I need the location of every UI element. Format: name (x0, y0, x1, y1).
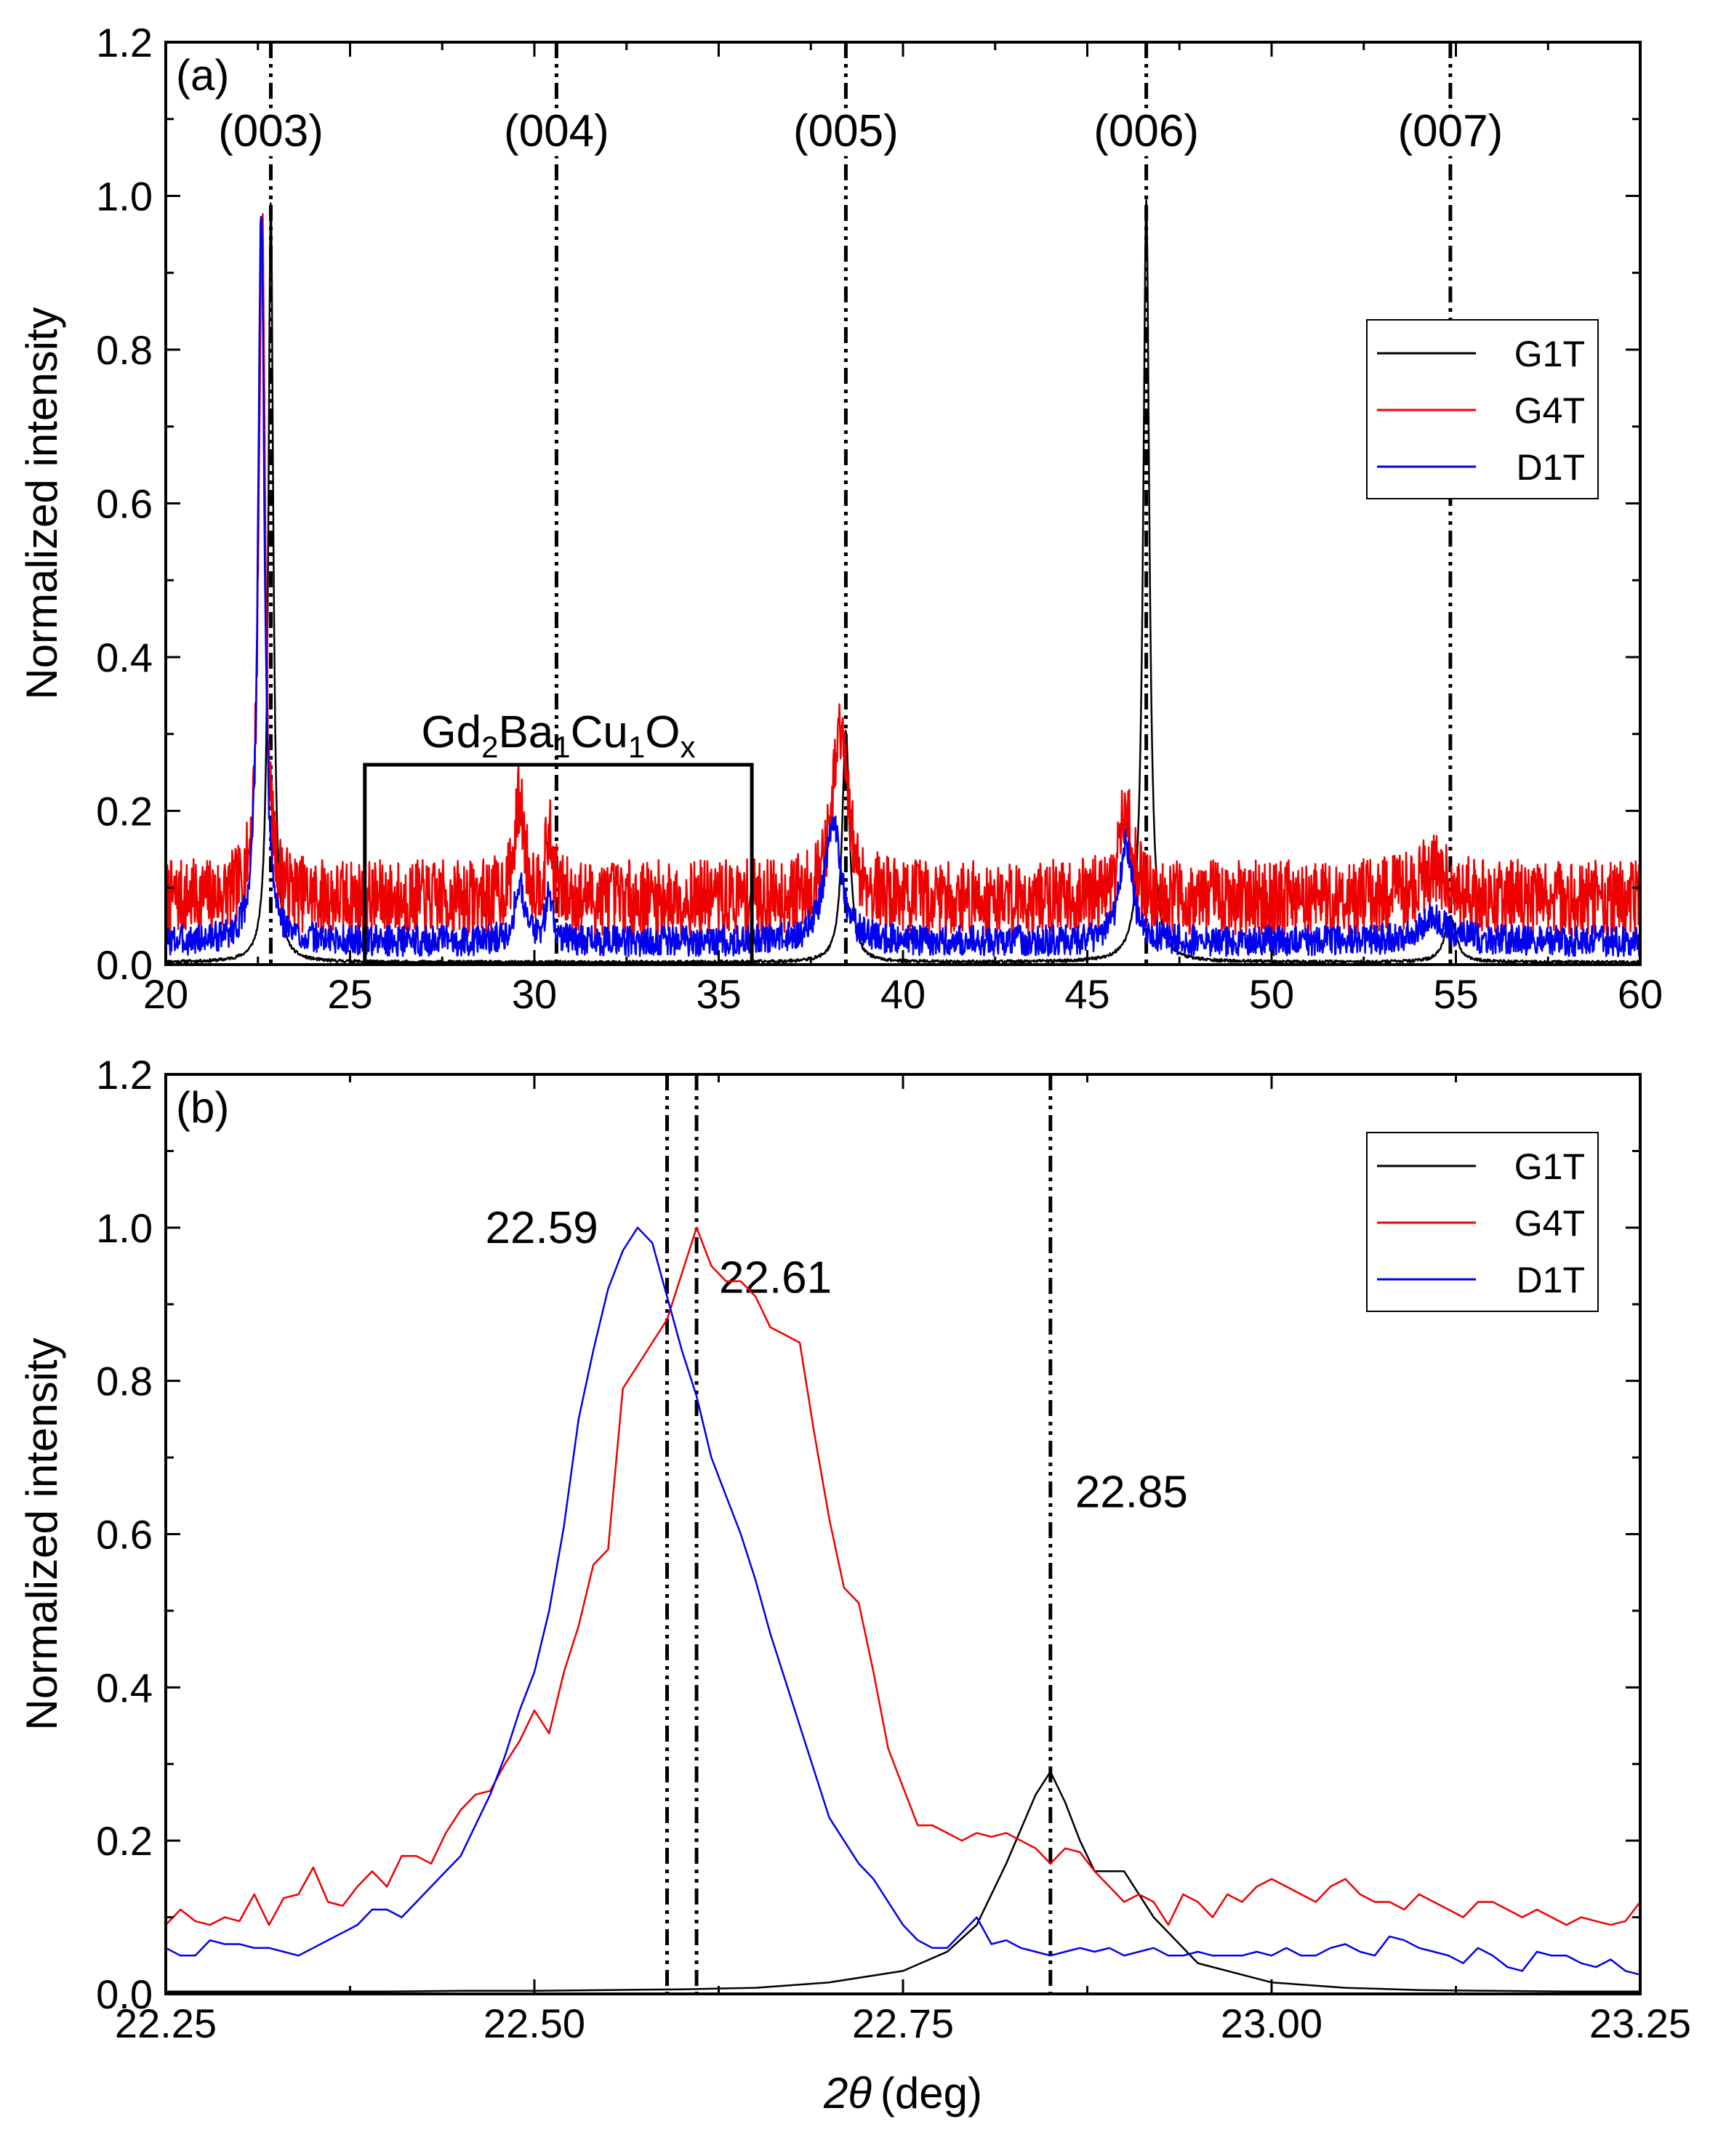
x-tick-label: 35 (696, 971, 741, 1017)
legend-label-g4t: G4T (1514, 390, 1585, 431)
y-tick-label: 0.8 (96, 327, 153, 373)
miller-index-label: (003) (218, 106, 324, 156)
panel-a-chart: (003) (004) (005) (006) (007) Gd2Ba1Cu1Ox 20… (17, 20, 1663, 1017)
x-axis-symbol: 2θ (823, 2069, 872, 2117)
series-line-d1t (165, 1226, 1641, 1976)
peak-position-label: 22.59 (486, 1203, 598, 1253)
y-tick-label: 0.2 (96, 1818, 153, 1864)
panel-a-label: (a) (176, 51, 229, 100)
formula-element: Ba (498, 707, 553, 757)
panel-b-series (165, 1226, 1641, 1993)
formula-subscript: 2 (481, 730, 498, 764)
panel-b-legend: G1T G4T D1T (1366, 1132, 1599, 1312)
impurity-phase-label: Gd2Ba1Cu1Ox (421, 707, 695, 764)
panel-a-y-axis-title: Normalized intensity (17, 307, 66, 699)
y-tick-label: 0.2 (96, 789, 153, 834)
y-tick-label: 1.0 (96, 174, 153, 220)
x-tick-label: 23.25 (1589, 2000, 1691, 2046)
panel-b-y-axis-title: Normalized intensity (17, 1338, 66, 1730)
y-tick-label: 0.8 (96, 1359, 153, 1404)
series-line-d1t (164, 215, 1642, 958)
x-tick-label: 22.25 (115, 2000, 217, 2046)
x-tick-label: 50 (1249, 971, 1294, 1017)
legend-label-g1t: G1T (1514, 334, 1585, 374)
label-backdrop (780, 108, 912, 156)
label-backdrop (491, 108, 622, 156)
y-tick-label: 0.0 (96, 942, 153, 988)
panel-a-legend: G1T G4T D1T (1366, 319, 1599, 499)
miller-index-label: (005) (793, 106, 899, 156)
x-tick-label: 25 (327, 971, 372, 1017)
series-line-g1t (166, 1771, 1640, 1993)
formula-element: Gd (421, 707, 481, 757)
series-line-g4t (165, 1226, 1641, 1926)
x-axis-unit: (deg) (880, 2069, 982, 2117)
x-tick-label: 45 (1064, 971, 1109, 1017)
label-backdrop (1080, 108, 1212, 156)
formula-element: O (645, 707, 680, 757)
x-tick-label: 22.75 (852, 2000, 954, 2046)
series-line-g4t (164, 212, 1642, 938)
miller-index-label: (007) (1398, 106, 1504, 156)
formula-subscript: 1 (553, 730, 570, 764)
miller-index-label: (006) (1093, 106, 1199, 156)
panel-b-x-axis-title: 2θ (deg) (823, 2069, 982, 2117)
peak-position-label: 22.85 (1075, 1468, 1188, 1518)
formula-subscript: x (681, 730, 696, 764)
panel-a-region-box: Gd2Ba1Cu1Ox (363, 707, 754, 965)
y-tick-label: 0.0 (96, 1971, 153, 2017)
x-tick-label: 55 (1433, 971, 1478, 1017)
x-tick-label: 30 (512, 971, 557, 1017)
formula-element: Cu (571, 707, 628, 757)
legend-label-g1t: G1T (1514, 1146, 1585, 1187)
y-tick-label: 1.2 (96, 1052, 153, 1098)
y-tick-label: 0.6 (96, 1512, 153, 1558)
legend-label-d1t: D1T (1517, 1260, 1585, 1300)
label-backdrop (1384, 108, 1516, 156)
panel-a-reference-lines: (003) (004) (005) (006) (007) (205, 42, 1516, 965)
x-tick-label: 22.50 (483, 2000, 585, 2046)
x-tick-label: 23.00 (1221, 2000, 1322, 2046)
x-tick-label: 40 (880, 971, 926, 1017)
miller-index-label: (004) (504, 106, 609, 156)
formula-subscript: 1 (628, 730, 645, 764)
y-tick-label: 0.4 (96, 1665, 153, 1710)
legend-label-g4t: G4T (1514, 1203, 1585, 1244)
y-tick-label: 1.2 (96, 20, 153, 65)
y-tick-label: 1.0 (96, 1205, 153, 1251)
panel-a-ticks: 20 25 30 35 40 45 50 55 60 0.0 0.2 0.4 0.6 0.8 1.0 1.2 (96, 20, 1663, 1017)
label-backdrop (205, 108, 337, 156)
panel-b-chart: 22.59 22.61 22.85 22.25 22.50 22.75 23.00 23.2… (17, 1052, 1691, 2117)
peak-position-label: 22.61 (719, 1252, 832, 1303)
x-tick-label: 60 (1618, 971, 1663, 1017)
panel-b-ticks: 22.25 22.50 22.75 23.00 23.25 0.0 0.2 0.4 0.6 0.8… (96, 1052, 1691, 2046)
legend-label-d1t: D1T (1517, 447, 1585, 488)
panel-b-label: (b) (176, 1083, 229, 1132)
x-tick-label: 20 (143, 971, 188, 1017)
panel-b-reference-lines: 22.59 22.61 22.85 (486, 1074, 1188, 1994)
y-tick-label: 0.6 (96, 481, 153, 527)
y-tick-label: 0.4 (96, 635, 153, 680)
